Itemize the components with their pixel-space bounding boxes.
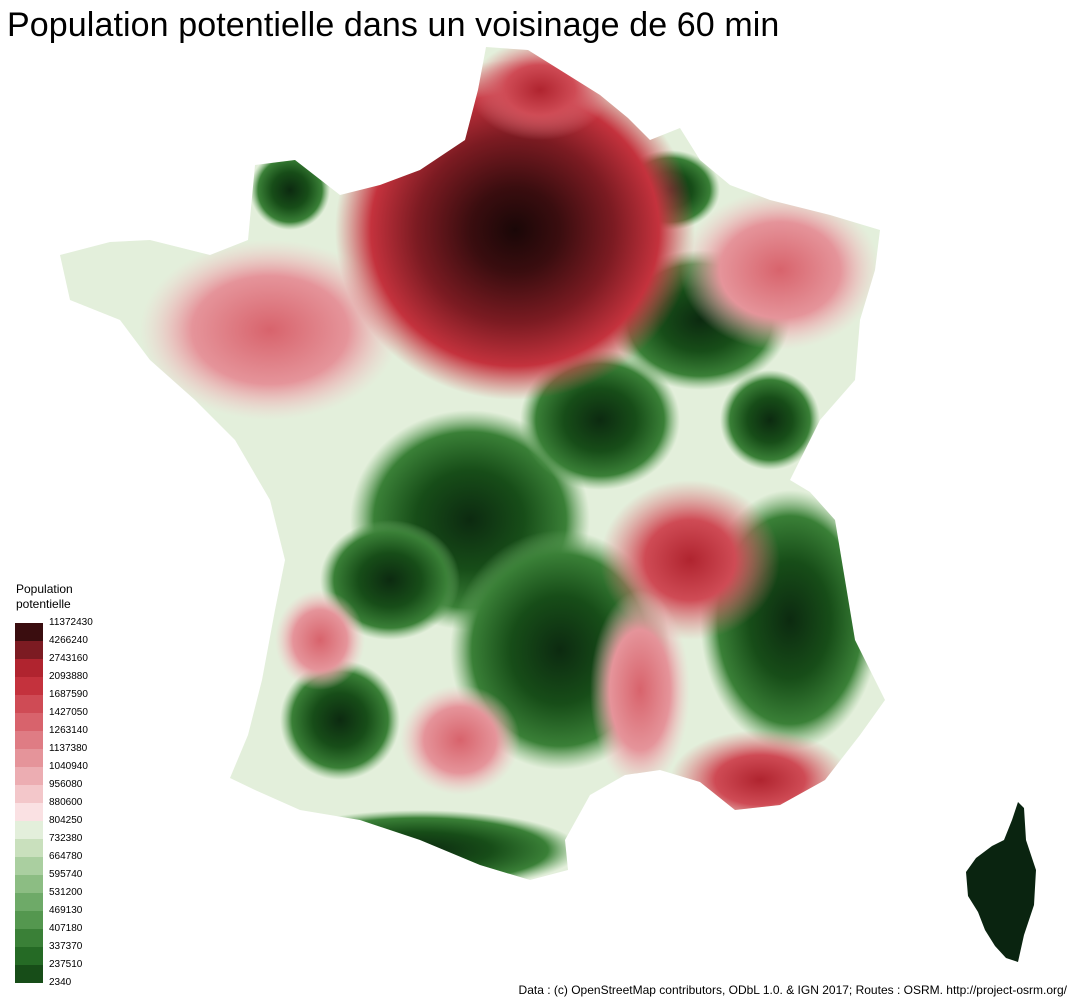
legend-class: 956080	[15, 779, 125, 803]
legend-class: 1263140	[15, 725, 125, 749]
zone-toulouse	[400, 685, 520, 795]
map-title: Population potentielle dans un voisinage…	[7, 6, 780, 44]
zone-bretagne	[140, 240, 400, 420]
legend-swatch	[15, 749, 43, 767]
legend-class: 2093880	[15, 671, 125, 695]
zone-marseille-nice	[670, 730, 850, 830]
legend-class: 11372430	[15, 617, 125, 641]
legend-class: 469130	[15, 905, 125, 929]
legend-swatch	[15, 821, 43, 839]
legend-class-label: 1137380	[49, 743, 88, 754]
legend-class: 407180	[15, 923, 125, 947]
legend-class: 880600	[15, 797, 125, 821]
legend-class-label: 664780	[49, 851, 83, 862]
legend-class: 664780	[15, 851, 125, 875]
legend-class-label: 956080	[49, 779, 83, 790]
legend-min-label: 2340	[49, 977, 72, 988]
zone-pyrenees	[260, 810, 580, 880]
legend-class-label: 880600	[49, 797, 83, 808]
legend-swatch	[15, 875, 43, 893]
legend-swatch	[15, 731, 43, 749]
legend-class-label: 595740	[49, 869, 83, 880]
legend-swatch	[15, 677, 43, 695]
legend-class: 237510	[15, 959, 125, 983]
legend-swatch	[15, 893, 43, 911]
legend-class-label: 237510	[49, 959, 83, 970]
legend-class: 1687590	[15, 689, 125, 713]
legend-swatch	[15, 803, 43, 821]
legend-swatch	[15, 965, 43, 983]
legend-class-label: 2743160	[49, 653, 88, 664]
legend: Population potentielle 11372430 4266240 27…	[15, 582, 125, 988]
legend-classes: 11372430 4266240 2743160 2093880 1687590 1427…	[15, 617, 125, 983]
zone-vallee-rhone	[590, 590, 690, 790]
legend-swatch	[15, 839, 43, 857]
zone-jura	[720, 370, 820, 470]
legend-class: 531200	[15, 887, 125, 911]
legend-class: 1427050	[15, 707, 125, 731]
legend-swatch	[15, 929, 43, 947]
legend-class-label: 531200	[49, 887, 83, 898]
legend-class-label: 4266240	[49, 635, 88, 646]
legend-class: 337370	[15, 941, 125, 965]
legend-class-label: 804250	[49, 815, 83, 826]
legend-title: Population potentielle	[16, 582, 125, 612]
legend-swatch	[15, 695, 43, 713]
zone-bordeaux	[275, 590, 365, 690]
source-credit: Data : (c) OpenStreetMap contributors, O…	[518, 983, 1067, 997]
legend-class: 1137380	[15, 743, 125, 767]
legend-swatch	[15, 623, 43, 641]
legend-class-label: 407180	[49, 923, 83, 934]
legend-class: 804250	[15, 815, 125, 839]
legend-swatch	[15, 947, 43, 965]
legend-class: 1040940	[15, 761, 125, 785]
legend-class-label: 1263140	[49, 725, 88, 736]
zone-lorraine-alsace	[680, 190, 880, 350]
legend-swatch	[15, 785, 43, 803]
legend-title-line2: potentielle	[16, 597, 71, 611]
legend-title-line1: Population	[16, 582, 73, 596]
legend-swatch	[15, 767, 43, 785]
legend-class-label: 1687590	[49, 689, 88, 700]
legend-class-label: 469130	[49, 905, 83, 916]
legend-swatch	[15, 641, 43, 659]
legend-class-label: 2093880	[49, 671, 88, 682]
legend-class: 595740	[15, 869, 125, 893]
zone-landes	[280, 660, 400, 780]
legend-swatch	[15, 659, 43, 677]
legend-swatch	[15, 857, 43, 875]
corse-island	[966, 802, 1036, 962]
legend-class-label: 337370	[49, 941, 83, 952]
legend-class: 4266240	[15, 635, 125, 659]
legend-class: 2743160	[15, 653, 125, 677]
legend-swatch	[15, 911, 43, 929]
legend-class-label: 732380	[49, 833, 83, 844]
legend-class: 732380	[15, 833, 125, 857]
legend-class-label: 11372430	[49, 617, 93, 628]
legend-swatch	[15, 713, 43, 731]
legend-class-label: 1040940	[49, 761, 88, 772]
zone-nord	[470, 47, 610, 140]
legend-class-label: 1427050	[49, 707, 88, 718]
zone-cotentin	[250, 150, 330, 230]
